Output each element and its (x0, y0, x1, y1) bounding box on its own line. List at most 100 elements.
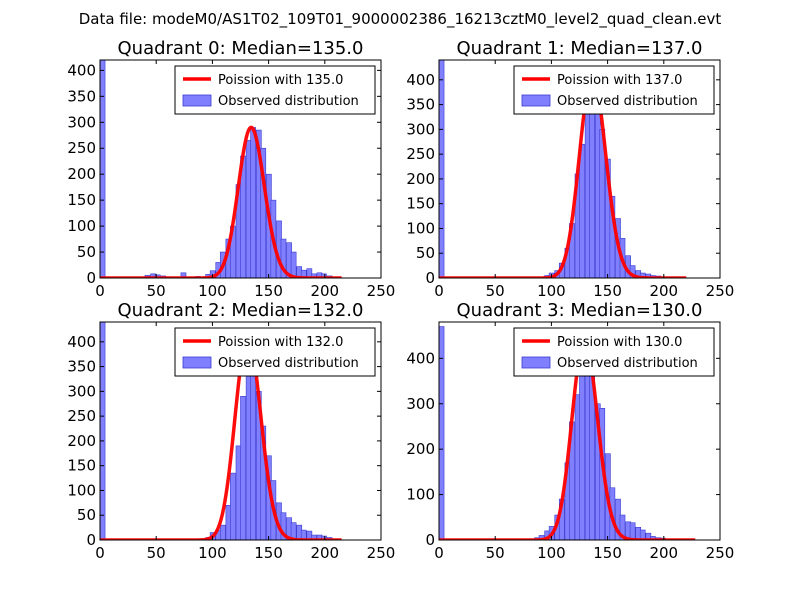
histogram-bar (260, 147, 267, 278)
y-tick-label: 150 (67, 457, 96, 475)
histogram-bar (100, 60, 106, 278)
x-tick-label: 50 (486, 544, 505, 562)
legend-observed-swatch (521, 94, 551, 107)
y-tick-label: 400 (67, 333, 96, 351)
y-tick-label: 200 (67, 165, 96, 183)
legend: Poission with 132.0 Observed distribution (174, 327, 376, 377)
y-tick-label: 150 (406, 195, 435, 213)
y-tick-label: 0 (425, 531, 435, 549)
poisson-curve (439, 338, 696, 540)
legend-observed-label: Observed distribution (218, 356, 359, 371)
x-tick-label: 0 (434, 282, 444, 300)
histogram-bar (629, 522, 636, 540)
y-tick-label: 300 (67, 113, 96, 131)
y-tick-label: 100 (67, 481, 96, 499)
y-tick-label: 300 (406, 395, 435, 413)
legend-observed-label: Observed distribution (557, 356, 698, 371)
x-tick-label: 150 (593, 282, 622, 300)
quadrant-2-plot: Quadrant 2: Median=132.0 0 50 100 150 200 250 0… (67, 300, 395, 562)
y-tick-label: 50 (416, 244, 435, 262)
y-tick-label: 200 (406, 440, 435, 458)
histogram-bar (321, 535, 327, 540)
legend-observed-swatch (521, 356, 551, 369)
x-tick-label: 0 (95, 544, 105, 562)
axes-frame (438, 321, 721, 541)
y-tick-label: 50 (77, 243, 96, 261)
legend-observed-label: Observed distribution (218, 94, 359, 109)
x-tick-label: 250 (367, 282, 396, 300)
x-tick-label: 200 (649, 544, 678, 562)
x-tick-label: 100 (537, 544, 566, 562)
x-tick-label: 100 (537, 282, 566, 300)
x-tick-label: 250 (706, 544, 735, 562)
y-tick-label: 400 (67, 61, 96, 79)
quadrant-3-title: Quadrant 3: Median=130.0 (457, 300, 703, 321)
x-tick-label: 150 (254, 544, 283, 562)
histogram-bar (639, 529, 646, 540)
y-tick-label: 200 (406, 170, 435, 188)
histogram-bar (280, 512, 287, 540)
plots-container: Quadrant 0: Median=135.0 0 50 100 150 200 250 0… (67, 38, 734, 562)
histogram-bar (579, 362, 585, 540)
y-tick-label: 50 (77, 506, 96, 524)
x-tick-label: 250 (367, 544, 396, 562)
y-tick-label: 250 (67, 407, 96, 425)
quadrant-0-title: Quadrant 0: Median=135.0 (118, 38, 364, 59)
y-tick-label: 350 (406, 96, 435, 114)
x-tick-label: 100 (198, 544, 227, 562)
axes-frame (99, 321, 382, 541)
legend: Poission with 130.0 Observed distribution (513, 327, 715, 377)
axes-frame (438, 59, 721, 279)
quadrant-2-title: Quadrant 2: Median=132.0 (118, 300, 364, 321)
legend-observed-swatch (182, 356, 212, 369)
quadrant-1-plot: Quadrant 1: Median=137.0 0 50 100 150 200 250 0… (406, 38, 734, 300)
y-tick-label: 400 (406, 71, 435, 89)
histogram-bar (290, 522, 297, 540)
histogram-bar (321, 273, 327, 278)
x-tick-label: 200 (310, 544, 339, 562)
quadrant-1-title: Quadrant 1: Median=137.0 (457, 38, 703, 59)
quadrant-0-plot: Quadrant 0: Median=135.0 0 50 100 150 200 250 0… (67, 38, 395, 300)
y-tick-label: 100 (406, 486, 435, 504)
histogram-bar (100, 322, 106, 540)
y-tick-label: 350 (67, 358, 96, 376)
y-tick-label: 0 (86, 269, 96, 287)
legend: Poission with 135.0 Observed distribution (174, 65, 376, 115)
axes-frame (99, 59, 382, 279)
histogram-bar (439, 60, 445, 278)
histogram-bar (300, 269, 307, 278)
histogram-bar (311, 534, 317, 540)
legend: Poission with 137.0 Observed distribution (513, 65, 715, 115)
histogram-bar (311, 273, 317, 278)
legend-poisson-label: Poission with 130.0 (557, 335, 682, 350)
histogram-bar (579, 143, 585, 278)
x-tick-label: 100 (198, 282, 227, 300)
x-tick-label: 200 (310, 282, 339, 300)
x-tick-label: 0 (434, 544, 444, 562)
x-tick-label: 50 (147, 282, 166, 300)
y-tick-label: 0 (86, 531, 96, 549)
y-tick-label: 400 (406, 349, 435, 367)
histogram-bar (230, 472, 236, 540)
legend-observed-label: Observed distribution (557, 94, 698, 109)
quadrant-3-plot: Quadrant 3: Median=130.0 0 50 100 150 200 250 0… (406, 300, 734, 562)
y-tick-label: 150 (67, 191, 96, 209)
histogram-bar (290, 251, 297, 278)
y-tick-label: 250 (67, 139, 96, 157)
legend-observed-swatch (182, 94, 212, 107)
y-tick-label: 350 (67, 87, 96, 105)
x-tick-label: 50 (147, 544, 166, 562)
x-tick-label: 200 (649, 282, 678, 300)
x-tick-label: 0 (95, 282, 105, 300)
y-tick-label: 100 (406, 219, 435, 237)
legend-poisson-label: Poission with 135.0 (218, 73, 343, 88)
legend-poisson-label: Poission with 137.0 (557, 73, 682, 88)
figure-title: Data file: modeM0/AS1T02_109T01_90000023… (79, 10, 722, 29)
y-tick-label: 200 (67, 432, 96, 450)
histogram-bar (219, 524, 226, 540)
y-tick-label: 300 (406, 120, 435, 138)
x-tick-label: 250 (706, 282, 735, 300)
y-tick-label: 100 (67, 217, 96, 235)
histogram-bar (240, 396, 246, 540)
y-tick-label: 300 (67, 382, 96, 400)
